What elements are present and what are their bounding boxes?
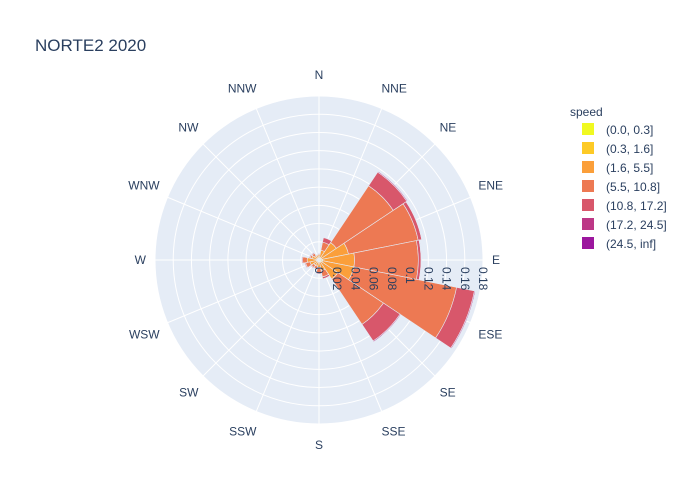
radial-tick-label: 0.16 bbox=[458, 267, 472, 291]
radial-tick-label: 0.12 bbox=[421, 267, 435, 291]
legend-item-label[interactable]: (17.2, 24.5] bbox=[606, 218, 667, 232]
legend-item-label[interactable]: (0.0, 0.3] bbox=[606, 123, 653, 137]
direction-label-nw: NW bbox=[178, 120, 199, 134]
direction-label-ese: ESE bbox=[478, 328, 502, 342]
legend-swatch[interactable] bbox=[582, 123, 594, 135]
direction-label-ssw: SSW bbox=[229, 424, 257, 438]
legend-item-label[interactable]: (10.8, 17.2] bbox=[606, 199, 667, 213]
legend-swatch[interactable] bbox=[582, 180, 594, 192]
bar-nnw-series-4[interactable] bbox=[315, 253, 319, 256]
bar-se-series-5[interactable] bbox=[372, 313, 402, 343]
legend-swatch[interactable] bbox=[582, 237, 594, 249]
direction-label-w: W bbox=[135, 253, 147, 267]
grid-spoke bbox=[318, 108, 383, 261]
radial-tick-label: 0 bbox=[312, 267, 326, 274]
radial-tick-label: 0.08 bbox=[385, 267, 399, 291]
legend-item-label[interactable]: (24.5, inf] bbox=[606, 237, 656, 251]
bar-wnw-series-4[interactable] bbox=[308, 254, 312, 259]
direction-label-sse: SSE bbox=[382, 424, 406, 438]
legend-item-label[interactable]: (5.5, 10.8] bbox=[606, 180, 660, 194]
direction-label-se: SE bbox=[440, 386, 456, 400]
radial-tick-label: 0.1 bbox=[403, 267, 417, 284]
bar-w-series-3[interactable] bbox=[302, 256, 308, 264]
legend-swatch[interactable] bbox=[582, 218, 594, 230]
direction-label-s: S bbox=[315, 438, 323, 452]
grid-spoke bbox=[167, 259, 320, 324]
direction-label-ne: NE bbox=[440, 120, 457, 134]
bar-ese-series-5[interactable] bbox=[450, 290, 476, 349]
bar-ene-series-5[interactable] bbox=[405, 201, 423, 240]
direction-label-n: N bbox=[315, 68, 324, 82]
grid-spoke bbox=[318, 259, 383, 412]
chart-title: NORTE2 2020 bbox=[35, 36, 146, 55]
direction-label-wnw: WNW bbox=[128, 178, 160, 192]
grid-spoke bbox=[255, 108, 320, 261]
bar-sse-series-4[interactable] bbox=[322, 273, 331, 280]
bars-layer bbox=[301, 170, 476, 349]
bar-n-series-4[interactable] bbox=[317, 252, 321, 255]
legend-title: speed bbox=[570, 105, 603, 119]
grid-spoke bbox=[255, 259, 320, 412]
grid-spoke bbox=[202, 259, 320, 377]
radial-tick-label: 0.04 bbox=[348, 267, 362, 291]
bar-ne-series-5[interactable] bbox=[377, 170, 409, 202]
polar-grid bbox=[154, 95, 484, 425]
bar-nw-series-4[interactable] bbox=[311, 252, 315, 256]
grid-spoke bbox=[167, 196, 320, 261]
radial-tick-labels: 0 0.02 0.04 0.06 0.08 0.1 0.12 0.14 0.16 0.18 bbox=[312, 267, 490, 291]
direction-label-e: E bbox=[492, 253, 500, 267]
legend-swatch[interactable] bbox=[582, 199, 594, 211]
radial-tick-label: 0.14 bbox=[440, 267, 454, 291]
direction-label-sw: SW bbox=[179, 386, 199, 400]
legend[interactable]: speed (0.0, 0.3] (0.3, 1.6] (1.6, 5.5] (5.5… bbox=[570, 105, 667, 251]
legend-item-label[interactable]: (0.3, 1.6] bbox=[606, 142, 653, 156]
legend-item-label[interactable]: (1.6, 5.5] bbox=[606, 161, 653, 175]
bar-w-series-4[interactable] bbox=[301, 256, 304, 264]
direction-label-wsw: WSW bbox=[129, 328, 160, 342]
direction-label-nnw: NNW bbox=[228, 82, 257, 96]
direction-label-ene: ENE bbox=[478, 178, 503, 192]
radial-tick-label: 0.06 bbox=[367, 267, 381, 291]
direction-labels: N NNE NE ENE E ESE SE SSE S SSW SW WSW W WNW NW NNW bbox=[128, 68, 503, 452]
radial-tick-label: 0.18 bbox=[476, 267, 490, 291]
legend-swatch[interactable] bbox=[582, 142, 594, 154]
bar-s-series-4[interactable] bbox=[315, 272, 323, 274]
direction-label-nne: NNE bbox=[382, 82, 407, 96]
grid-spoke bbox=[202, 143, 320, 261]
radial-tick-label: 0.02 bbox=[330, 267, 344, 291]
legend-swatch[interactable] bbox=[582, 161, 594, 173]
